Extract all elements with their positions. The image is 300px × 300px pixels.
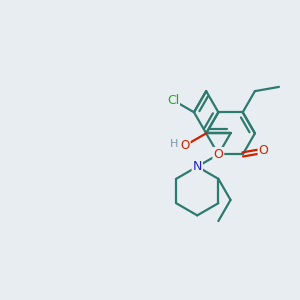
Text: H: H [170,139,178,149]
Text: O: O [180,139,190,152]
Text: O: O [259,144,269,157]
Text: Cl: Cl [167,94,179,106]
Text: N: N [193,160,202,173]
Text: O: O [213,148,223,161]
